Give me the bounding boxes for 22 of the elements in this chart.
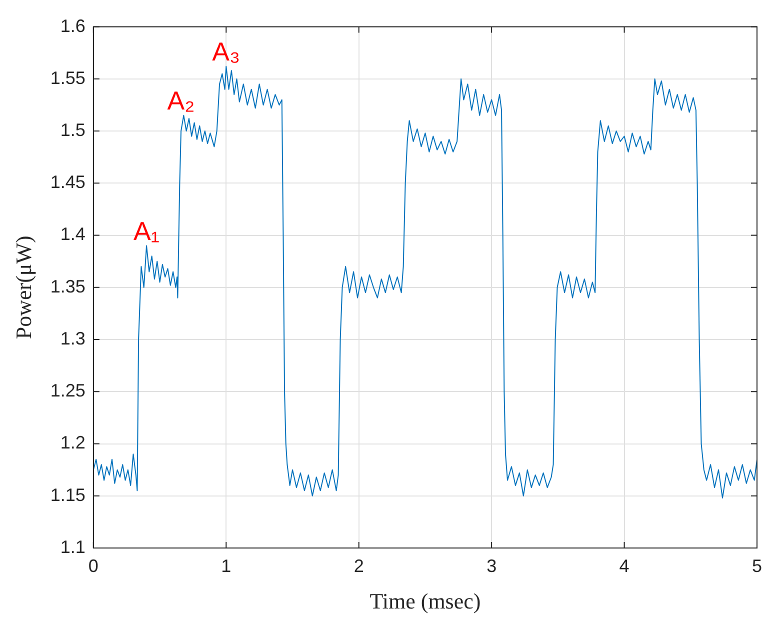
x-tick-label: 2	[354, 556, 364, 576]
y-axis-title: Power(μW)	[10, 236, 36, 340]
y-tick-label: 1.3	[60, 328, 86, 348]
x-tick-label: 0	[88, 556, 98, 576]
y-tick-label: 1.35	[50, 276, 86, 296]
y-tick-label: 1.6	[60, 16, 86, 36]
y-tick-label: 1.45	[50, 172, 86, 192]
y-tick-label: 1.55	[50, 68, 86, 88]
annotation: A₁	[133, 216, 160, 246]
annotation: A₂	[167, 86, 195, 116]
y-tick-label: 1.5	[60, 120, 86, 140]
x-tick-label: 3	[486, 556, 497, 576]
y-tick-label: 1.15	[50, 484, 86, 505]
y-tick-label: 1.4	[60, 224, 86, 244]
x-tick-label: 4	[619, 556, 630, 576]
y-tick-label: 1.2	[60, 432, 86, 453]
y-tick-label: 1.1	[60, 536, 86, 557]
y-tick-label: 1.25	[50, 380, 86, 401]
annotation: A₃	[212, 36, 240, 67]
x-tick-label: 5	[752, 556, 762, 576]
x-axis-title: Time (msec)	[370, 588, 481, 614]
x-tick-label: 1	[221, 556, 232, 576]
